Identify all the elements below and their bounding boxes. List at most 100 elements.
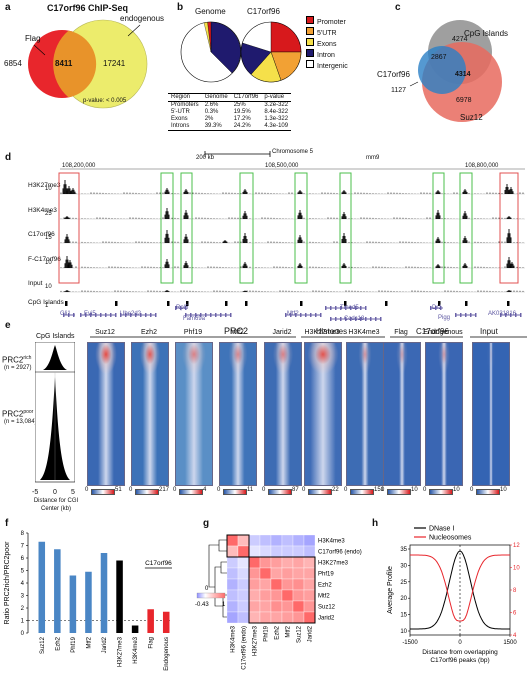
- gene-exon: [335, 317, 337, 321]
- heatmap-colorbar: [223, 489, 247, 495]
- highlight-red-gli1: [58, 172, 80, 284]
- table-row: Exons 2% 17.2% 1.3e-322: [171, 116, 289, 122]
- corr-cell: [226, 567, 239, 580]
- gene-exon: [460, 313, 462, 317]
- left-tick-label: 20: [400, 596, 407, 602]
- gene-dr1: Dr1: [432, 305, 442, 311]
- colorbar-min: 0: [262, 487, 266, 493]
- heatmap-colorbar: [476, 489, 500, 495]
- scale-mid: 0: [205, 586, 209, 592]
- col-label: H3K27me3: [253, 625, 259, 656]
- heatmap-colorbar: [308, 489, 332, 495]
- corr-cell: [226, 545, 239, 558]
- panel-f-letter: f: [5, 518, 9, 529]
- gene-exon: [455, 313, 457, 317]
- pie2-title: C17orf96: [247, 7, 280, 16]
- gene-pigg: Pigg: [438, 315, 451, 321]
- genome-exon: [203, 22, 212, 53]
- gene-exon: [360, 317, 362, 321]
- cpg-tick: -5: [32, 489, 39, 496]
- gene-exon: [68, 313, 70, 317]
- gene-exon: [120, 313, 122, 317]
- corr-cell: [292, 545, 305, 558]
- corr-cell: [270, 545, 283, 558]
- highlight-green: [180, 172, 193, 284]
- gene-exon: [330, 317, 332, 321]
- gene-ube2d2: Ube2d2: [120, 311, 142, 317]
- cpg-island-mark: [465, 301, 468, 306]
- corr-cell: [292, 534, 305, 547]
- flag-label: Flag: [25, 34, 41, 43]
- chromosome-label: Chromosome 5: [272, 149, 314, 155]
- y-axis-label: Average Profile: [387, 566, 394, 614]
- track-scale: 25: [45, 211, 52, 217]
- right-tick-label: 10: [513, 566, 520, 572]
- cpg-islands-header: CpG Islands: [36, 333, 75, 340]
- legend-intron: Intron: [306, 49, 348, 60]
- gene-exon: [180, 306, 182, 310]
- colorbar-max: 217: [159, 487, 170, 493]
- legend-utr: 5'UTR: [306, 27, 348, 38]
- group-histones: Histones: [316, 327, 348, 336]
- highlight-red-ak031816: [499, 172, 519, 284]
- corr-cell: [303, 578, 316, 591]
- gene-exon: [63, 313, 65, 317]
- right-tick-label: 6: [513, 611, 517, 617]
- corr-cell: [237, 600, 250, 613]
- chip-heatmap: [472, 342, 510, 486]
- col-label: Jarid2: [308, 625, 314, 642]
- corr-cell: [259, 534, 272, 547]
- gene-exon: [140, 313, 142, 317]
- corr-cell: [292, 556, 305, 569]
- corr-cell: [226, 578, 239, 591]
- corr-cell: [270, 600, 283, 613]
- corr-cell: [259, 589, 272, 602]
- gene-exon: [370, 317, 372, 321]
- cpg-island-mark: [167, 301, 170, 306]
- highlight-green: [294, 172, 308, 284]
- corr-cell: [259, 556, 272, 569]
- corr-cell: [259, 600, 272, 613]
- gene-exon: [105, 313, 107, 317]
- enrichment-table: Region Genome C17orf96 p-value Promoters 2.…: [168, 93, 292, 131]
- track-scale: 10: [45, 260, 52, 266]
- heatmap-title: Jarid2: [272, 329, 292, 336]
- heatmap-colorbar: [91, 489, 115, 495]
- left-tick-label: 35: [400, 547, 407, 553]
- flag-pointer: [33, 44, 46, 56]
- gene-exon: [135, 313, 137, 317]
- corr-cell: [281, 534, 294, 547]
- gene-exon: [290, 313, 292, 317]
- corr-cell: [248, 611, 261, 624]
- chip-heatmap: [264, 342, 302, 486]
- corr-cell: [292, 600, 305, 613]
- gene-exon: [500, 313, 502, 317]
- cpg-tick: 0: [53, 489, 57, 496]
- track-label-h3k27me3: H3K27me3: [28, 182, 61, 189]
- highlight-green: [239, 172, 254, 284]
- heatmap-title: Phf19: [183, 329, 203, 336]
- panel-h-letter: h: [372, 518, 379, 529]
- legend-dnase: DNase I: [429, 526, 454, 533]
- gene-exon: [230, 313, 232, 317]
- x-tick-label: Suz12: [40, 636, 46, 654]
- gene-exon: [465, 313, 467, 317]
- genome-browser: [58, 151, 525, 321]
- c17orf96-circle: [418, 46, 466, 94]
- track-label-h3k4me3: H3K4me3: [28, 207, 57, 214]
- gene-exon: [475, 313, 477, 317]
- bar: [131, 625, 139, 633]
- corr-cell: [281, 600, 294, 613]
- left-tick-label: 15: [400, 613, 407, 619]
- gene-exon: [365, 317, 367, 321]
- gene-exon: [220, 313, 222, 317]
- group-prc2: PRC2: [224, 326, 249, 336]
- y-tick-label: 8: [21, 531, 25, 537]
- cpg-island-mark: [300, 301, 303, 306]
- gene-exon: [190, 313, 192, 317]
- gene-exon: [205, 313, 207, 317]
- overlap-count: 8411: [55, 59, 73, 68]
- gene-exon: [73, 313, 75, 317]
- c17-cpg-count: 2867: [431, 54, 447, 61]
- gene-exon: [210, 313, 212, 317]
